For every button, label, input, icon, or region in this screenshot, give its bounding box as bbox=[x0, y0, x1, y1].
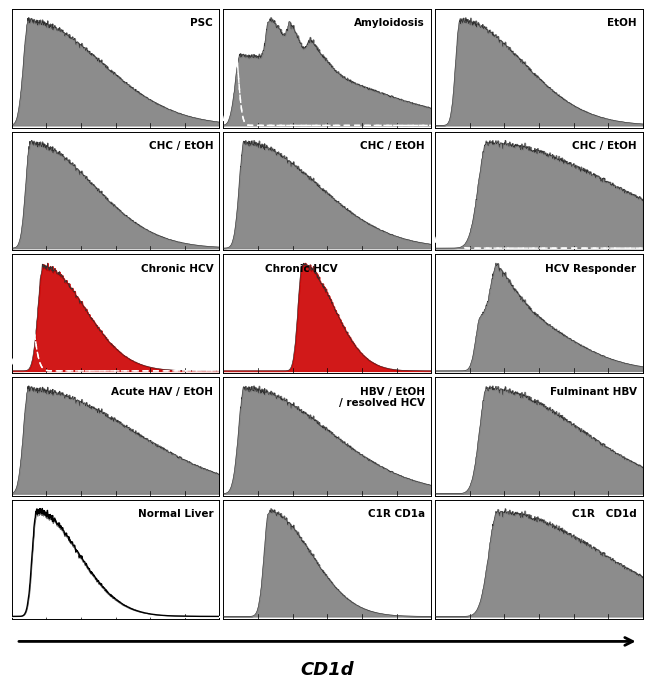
Text: CD1d: CD1d bbox=[300, 661, 354, 679]
Text: HBV / EtOH
/ resolved HCV: HBV / EtOH / resolved HCV bbox=[339, 387, 425, 409]
Text: EtOH: EtOH bbox=[607, 18, 636, 29]
Text: Normal Liver: Normal Liver bbox=[138, 509, 213, 520]
Text: CHC / EtOH: CHC / EtOH bbox=[572, 141, 636, 151]
Text: PSC: PSC bbox=[190, 18, 213, 29]
Text: Acute HAV / EtOH: Acute HAV / EtOH bbox=[111, 387, 213, 397]
Text: CHC / EtOH: CHC / EtOH bbox=[149, 141, 213, 151]
Text: Chronic HCV: Chronic HCV bbox=[140, 264, 213, 274]
Text: C1R   CD1d: C1R CD1d bbox=[572, 509, 636, 520]
Text: HCV Responder: HCV Responder bbox=[545, 264, 636, 274]
Text: Fulminant HBV: Fulminant HBV bbox=[550, 387, 636, 397]
Text: Amyloidosis: Amyloidosis bbox=[354, 18, 425, 29]
Text: C1R CD1a: C1R CD1a bbox=[368, 509, 425, 520]
Text: CHC / EtOH: CHC / EtOH bbox=[360, 141, 425, 151]
Text: Chronic HCV: Chronic HCV bbox=[265, 264, 337, 274]
